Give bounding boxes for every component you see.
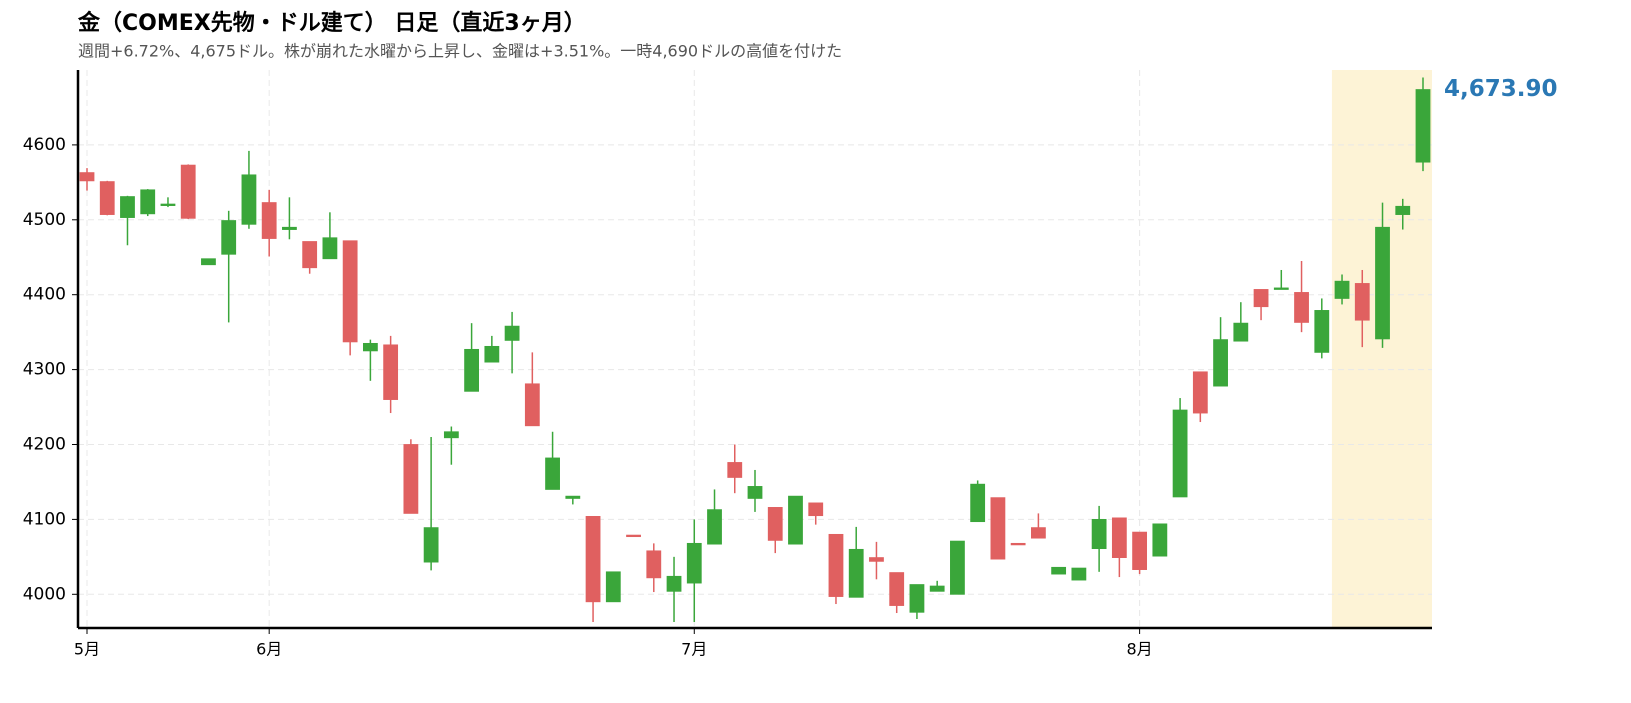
candle-body bbox=[1071, 567, 1087, 581]
candle-body bbox=[1375, 226, 1390, 340]
x-tick-label: 5月 bbox=[74, 640, 100, 659]
candle-body bbox=[1354, 283, 1370, 321]
candle-body bbox=[383, 344, 399, 400]
candle-body bbox=[1213, 339, 1228, 387]
candle-body bbox=[585, 516, 601, 603]
y-tick-label: 4400 bbox=[23, 285, 66, 305]
last-value-label: 4,673.90 bbox=[1444, 76, 1558, 102]
y-tick-label: 4000 bbox=[23, 584, 66, 604]
candle-body bbox=[1132, 531, 1148, 570]
candle-body bbox=[1091, 518, 1107, 550]
candle-body bbox=[261, 202, 277, 239]
candle-body bbox=[950, 540, 965, 595]
candle-body bbox=[1314, 310, 1330, 353]
candle-body bbox=[545, 457, 560, 490]
candle-body bbox=[869, 557, 884, 562]
candle-body bbox=[282, 226, 297, 230]
candle-body bbox=[302, 241, 318, 269]
candle-body bbox=[1051, 566, 1067, 575]
candle-body bbox=[221, 220, 237, 255]
y-tick-label: 4200 bbox=[23, 434, 66, 454]
candle-body bbox=[524, 383, 540, 427]
candle-body bbox=[1415, 89, 1431, 163]
candle-body bbox=[727, 462, 743, 478]
candle-body bbox=[1010, 542, 1026, 546]
candle-body bbox=[1192, 371, 1208, 414]
x-tick-label: 7月 bbox=[681, 640, 707, 659]
candle-body bbox=[909, 584, 925, 613]
candle-body bbox=[1111, 517, 1127, 558]
chart-title: 金（COMEX先物・ドル建て） 日足（直近3ヶ月） bbox=[77, 10, 586, 36]
candle-body bbox=[484, 345, 500, 363]
y-tick-label: 4100 bbox=[23, 509, 66, 529]
y-tick-label: 4500 bbox=[23, 210, 66, 230]
candle-body bbox=[929, 585, 945, 592]
candle-body bbox=[1030, 527, 1046, 539]
candle-body bbox=[1152, 523, 1168, 557]
candle-body bbox=[707, 509, 722, 545]
candle-body bbox=[180, 164, 196, 219]
candle-body bbox=[1395, 205, 1411, 215]
candle-body bbox=[767, 507, 783, 541]
candle-body bbox=[646, 550, 662, 579]
candle-body bbox=[403, 444, 419, 514]
candle-body bbox=[848, 548, 864, 598]
candle-body bbox=[160, 203, 176, 206]
x-tick-label: 6月 bbox=[256, 640, 282, 659]
candle-body bbox=[1233, 322, 1249, 342]
candle-body bbox=[1253, 289, 1269, 308]
candle-body bbox=[626, 534, 641, 538]
candle-body bbox=[990, 497, 1006, 560]
candle-body bbox=[666, 575, 682, 592]
candle-body bbox=[140, 189, 156, 215]
highlight-band bbox=[1331, 70, 1432, 628]
candle-body bbox=[808, 502, 824, 517]
candle-body bbox=[1334, 280, 1350, 299]
candle-body bbox=[79, 172, 95, 182]
candle-body bbox=[889, 572, 905, 606]
candle-body bbox=[423, 527, 439, 563]
candle-body bbox=[342, 240, 358, 343]
candle-body bbox=[464, 348, 480, 392]
y-tick-label: 4300 bbox=[23, 360, 66, 380]
candle-body bbox=[605, 571, 621, 603]
candle-body bbox=[201, 258, 216, 266]
candle-body bbox=[120, 196, 135, 218]
candle-body bbox=[1294, 292, 1309, 323]
x-tick-label: 8月 bbox=[1127, 640, 1153, 659]
candle-body bbox=[1273, 287, 1289, 290]
candle-body bbox=[788, 495, 803, 545]
candle-body bbox=[747, 486, 763, 499]
chart-subtitle: 週間+6.72%、4,675ドル。株が崩れた水曜から上昇し、金曜は+3.51%。… bbox=[78, 42, 842, 61]
candle-body bbox=[362, 342, 378, 352]
candle-body bbox=[443, 431, 459, 439]
candle-body bbox=[686, 542, 702, 584]
candle-body bbox=[99, 181, 115, 215]
candle-body bbox=[565, 495, 581, 499]
candle-body bbox=[828, 533, 844, 597]
candle-body bbox=[322, 237, 338, 260]
candle-body bbox=[970, 483, 986, 523]
y-tick-label: 4600 bbox=[23, 135, 66, 155]
candle-body bbox=[504, 325, 520, 341]
candle-body bbox=[241, 174, 257, 225]
candle-body bbox=[1172, 409, 1188, 498]
